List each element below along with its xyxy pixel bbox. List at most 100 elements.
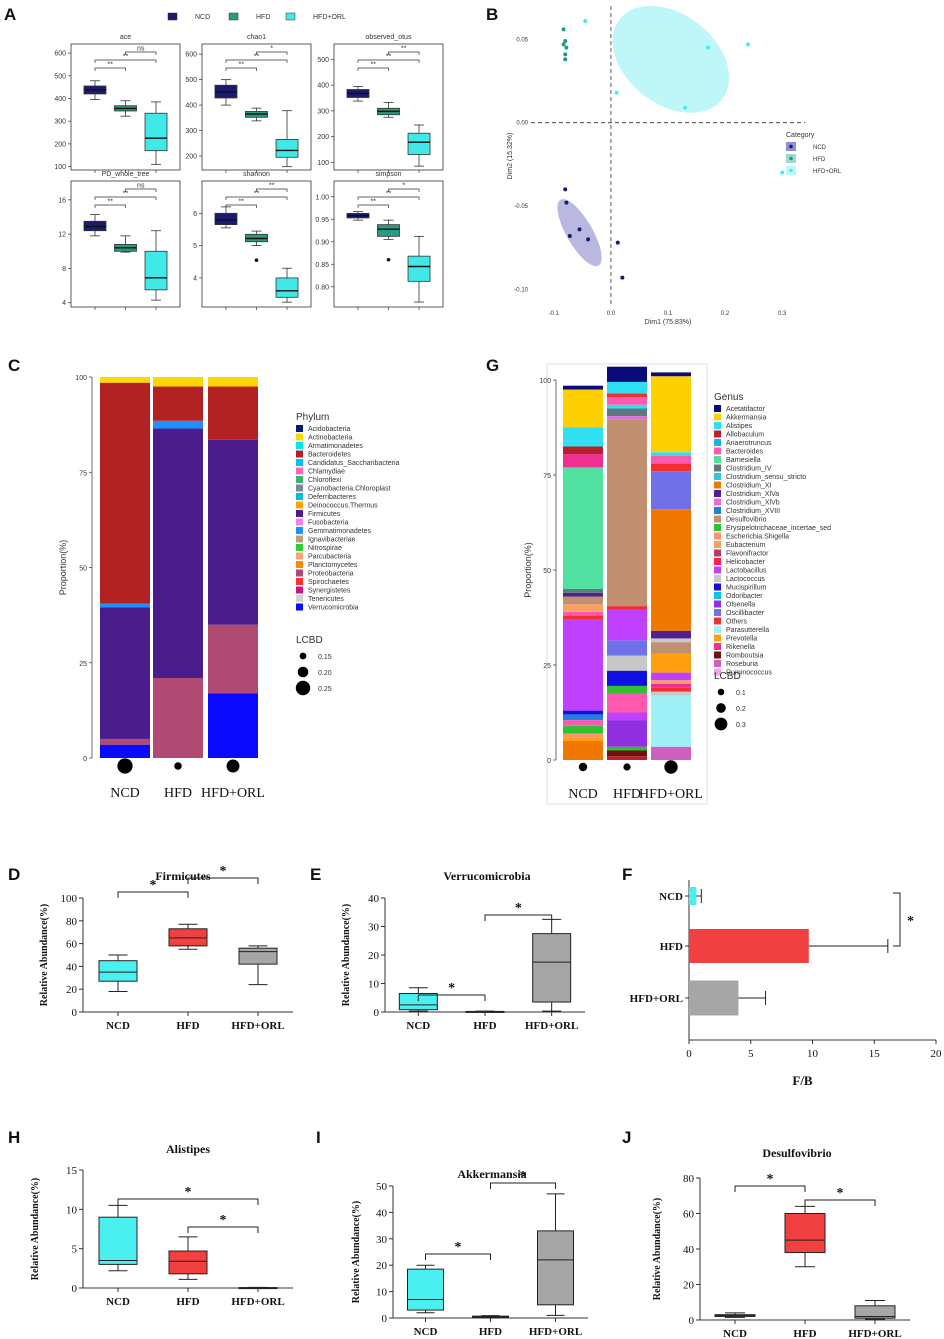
panel-h: Alistipes 15 10 5 0 Relative Abundance(%) NCD H… <box>30 1142 293 1308</box>
sig-bracket <box>388 188 420 192</box>
y-tick-label: 0 <box>689 1315 695 1327</box>
panel-g-label: G <box>486 356 499 375</box>
y-tick-label: 0.85 <box>315 262 329 269</box>
legend-key <box>714 668 721 676</box>
lcbd-label: 0.3 <box>736 722 746 729</box>
sig-label: * <box>150 878 157 893</box>
legend-key <box>714 481 721 489</box>
legend-key <box>296 595 303 602</box>
y-tick-label: 0.95 <box>315 217 329 224</box>
legend-key <box>714 583 721 591</box>
segment-eubacterium <box>563 604 603 612</box>
panel-e: Verrucomicrobia 40 30 20 10 0 Relative Abundan… <box>341 869 585 1032</box>
x-tick-label: HFD <box>473 1020 496 1032</box>
y-tick-label: 10 <box>368 979 380 991</box>
y-tick-label: 20 <box>66 984 78 996</box>
segment-parasutterella <box>651 695 691 747</box>
y-tick-label: 20 <box>368 950 380 962</box>
ellipse-hfd-orl <box>612 5 730 113</box>
box-2 <box>532 933 572 1003</box>
legend-label: NCD <box>813 145 827 151</box>
legend-label: Spirochaetes <box>308 579 349 586</box>
legend-label: Erysipelotrichaceae_incertae_sed <box>726 525 831 532</box>
sig-label: ns <box>137 183 145 190</box>
segment-firmicutes <box>153 428 203 678</box>
segment-acetatifactor <box>563 385 603 390</box>
y-axis-label: Dim2 (15.32%) <box>507 133 514 180</box>
legend-key <box>714 507 721 514</box>
panel-b-label: B <box>486 5 498 24</box>
legend-dot <box>789 168 793 173</box>
segment-erysipelotrichaceae-incertae-sed <box>563 725 603 734</box>
panel-c: 100 75 50 25 0 Proportion(%) NCD HFD HFD+ORL Phyl… <box>58 375 400 801</box>
segment-lactobacillus <box>607 712 647 721</box>
point-hfd-orl <box>745 42 750 47</box>
segment-erysipelotrichaceae-incertae-sed <box>607 685 647 694</box>
sig-bracket <box>94 59 157 63</box>
legend-key <box>714 447 721 455</box>
y-tick-label: 4 <box>193 275 197 282</box>
x-tick-label: NCD <box>106 1296 130 1308</box>
x-tick-label: HFD <box>793 1328 816 1339</box>
y-axis-label: Relative Abundance(%) <box>30 1178 41 1281</box>
chart-title: Firmicutes <box>155 869 211 883</box>
x-tick-label: 20 <box>931 1048 943 1060</box>
legend-key <box>714 600 721 608</box>
y-tick-label: 80 <box>683 1173 695 1185</box>
y-tick-label: 100 <box>539 378 551 385</box>
x-axis-label: Dim1 (75.83%) <box>645 319 692 326</box>
segment-alistipes <box>651 452 691 456</box>
segment-clostridium-xlva <box>563 592 603 597</box>
alpha-chart-ace: ace 600 500 400 300 200 100 ** ** ns <box>54 34 181 173</box>
segment-acetatifactor <box>607 366 647 382</box>
legend-label: Clostridium_XlVb <box>726 500 780 507</box>
legend-label: Barnesiella <box>726 457 761 464</box>
sig-label: * <box>455 1240 462 1255</box>
box-2 <box>238 947 278 965</box>
segment-clostridium-xi <box>563 741 603 760</box>
bar-1 <box>689 929 809 963</box>
y-tick-label: 0 <box>547 758 551 765</box>
y-tick-label: 300 <box>54 119 66 126</box>
lcbd-key <box>716 703 726 713</box>
x-tick-label: HFD+ORL <box>201 786 265 801</box>
segment-clostridium-xi <box>651 509 691 631</box>
segment-desulfovibrio <box>651 642 691 654</box>
legend-key <box>714 660 721 667</box>
sig-label: ** <box>239 62 245 69</box>
legend-key <box>714 634 721 642</box>
point-hfd <box>563 57 568 62</box>
legend-key <box>714 558 721 565</box>
sig-label: ** <box>123 191 129 198</box>
segment-lactobacillus <box>607 609 647 641</box>
point-hfd <box>563 39 568 43</box>
y-axis-label: Relative Abundance(%) <box>341 904 352 1007</box>
segment-akkermansia <box>651 376 691 453</box>
sig-label: ** <box>254 54 260 61</box>
segment-acetatifactor <box>651 372 691 377</box>
y-tick-label: 100 <box>317 160 329 167</box>
y-tick-label: 4 <box>62 300 66 307</box>
legend-key <box>296 586 303 594</box>
legend-key <box>296 552 303 560</box>
legend-dot <box>789 156 793 161</box>
legend-label: Deferribacteres <box>308 494 356 501</box>
box-1 <box>168 928 208 947</box>
legend-key <box>714 473 721 480</box>
y-tick-label: 200 <box>317 134 329 141</box>
segment-alistipes <box>563 427 603 447</box>
bar-0 <box>689 887 697 905</box>
lcbd-label: 0.15 <box>318 654 332 661</box>
legend-key <box>296 561 303 568</box>
segment-actinobacteria <box>100 377 150 383</box>
point-hfd <box>561 42 566 47</box>
legend-label-2: HFD+ORL <box>313 14 346 21</box>
point-hfd <box>564 45 569 50</box>
legend-label: Romboutsia <box>726 653 763 660</box>
y-tick-label: 200 <box>54 141 66 148</box>
segment-others <box>651 463 691 472</box>
sig-bracket <box>225 67 257 71</box>
sig-label: * <box>515 901 522 916</box>
legend-key <box>296 535 303 543</box>
